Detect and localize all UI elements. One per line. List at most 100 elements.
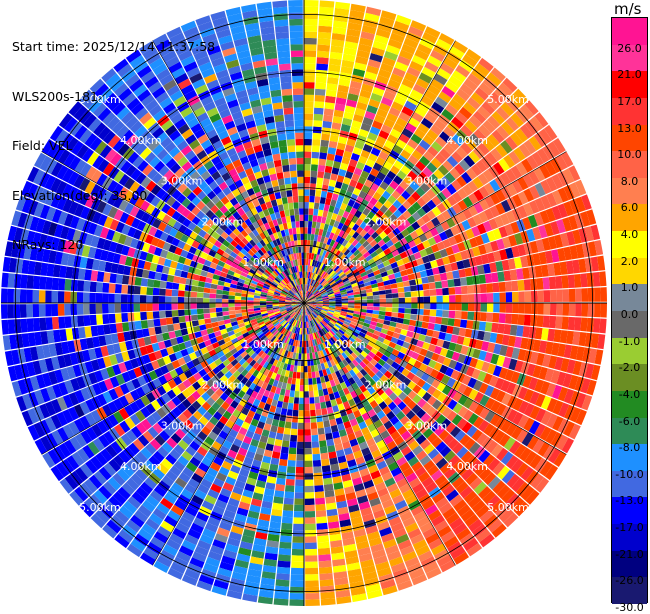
range-gate <box>173 323 180 330</box>
range-gate <box>549 316 556 328</box>
range-gate <box>102 304 109 314</box>
range-gate <box>197 309 204 315</box>
range-gate <box>327 407 334 414</box>
range-gate <box>562 317 569 330</box>
range-gate <box>167 324 174 332</box>
range-gate <box>392 308 399 313</box>
range-gate <box>373 295 380 299</box>
range-gate <box>211 284 218 290</box>
range-gate <box>186 279 193 286</box>
range-gate <box>313 384 318 391</box>
range-gate <box>525 303 532 314</box>
range-gate <box>504 324 512 335</box>
range-gate <box>222 295 229 299</box>
range-gate <box>282 517 293 524</box>
range-gate <box>300 379 304 385</box>
range-gate <box>171 304 178 310</box>
range-gate <box>276 433 284 440</box>
range-gate <box>287 409 293 416</box>
range-gate <box>209 298 215 303</box>
range-gate <box>172 317 179 324</box>
range-gate <box>1 304 8 319</box>
range-gate <box>178 304 184 310</box>
range-gate <box>491 272 499 282</box>
range-gate <box>354 306 361 309</box>
range-gate <box>323 121 332 128</box>
range-gate <box>184 291 191 297</box>
range-gate <box>441 318 448 326</box>
range-gate <box>434 324 441 332</box>
range-gate <box>146 287 153 295</box>
range-gate <box>467 312 474 321</box>
range-gate <box>317 422 324 429</box>
range-gate <box>27 275 34 289</box>
range-gate <box>316 510 327 517</box>
range-gate <box>550 303 557 315</box>
range-gate <box>155 326 163 334</box>
range-gate <box>485 273 493 283</box>
range-gate <box>304 139 312 146</box>
range-gate <box>440 273 448 281</box>
range-gate <box>446 326 454 334</box>
range-gate <box>486 283 493 293</box>
range-gate <box>524 279 531 290</box>
range-gate <box>430 303 437 309</box>
range-gate <box>292 416 298 423</box>
range-gate <box>398 292 405 297</box>
range-gate <box>312 221 317 228</box>
range-gate <box>178 297 184 303</box>
range-gate <box>386 298 392 302</box>
range-gate <box>52 317 59 330</box>
range-gate <box>455 287 462 295</box>
range-gate <box>455 303 462 311</box>
range-gate <box>299 391 304 397</box>
range-gate <box>313 215 318 222</box>
range-gate <box>159 311 166 318</box>
range-gate <box>260 303 266 305</box>
range-gate <box>304 120 313 127</box>
range-gate <box>481 303 488 312</box>
range-gate <box>423 283 430 290</box>
range-gate <box>289 397 295 404</box>
range-gate <box>298 417 304 423</box>
range-gate <box>516 325 524 336</box>
range-gate <box>324 484 334 492</box>
range-gate <box>310 403 316 410</box>
range-gate <box>247 297 254 300</box>
range-gate <box>311 422 317 429</box>
range-gate <box>321 459 330 466</box>
range-gate <box>141 320 148 329</box>
range-gate <box>160 318 167 326</box>
range-gate <box>304 379 308 386</box>
range-gate <box>325 496 335 504</box>
range-gate <box>313 120 322 127</box>
range-gate <box>354 300 360 303</box>
range-gate <box>217 316 224 321</box>
range-gate <box>271 509 282 517</box>
range-gate <box>96 314 103 324</box>
range-gate <box>320 592 335 599</box>
range-gate <box>386 303 392 307</box>
range-gate <box>373 310 380 314</box>
range-gate <box>556 303 563 316</box>
range-gate <box>305 505 315 512</box>
range-gate <box>274 592 289 599</box>
range-gate <box>321 598 336 605</box>
range-gate <box>305 574 318 581</box>
range-gate <box>319 573 333 580</box>
range-gate <box>292 555 305 562</box>
range-gate <box>198 319 205 325</box>
range-gate <box>319 13 333 20</box>
range-gate <box>319 396 325 403</box>
range-gate <box>379 290 386 295</box>
range-gate <box>304 385 308 391</box>
range-gate <box>305 599 320 606</box>
range-gate <box>210 289 217 294</box>
range-gate <box>203 298 209 303</box>
range-gate <box>121 294 128 303</box>
range-gate <box>497 271 505 281</box>
range-gate <box>1 288 8 303</box>
range-gate <box>446 272 454 280</box>
range-gate <box>190 298 196 304</box>
range-gate <box>297 366 301 373</box>
